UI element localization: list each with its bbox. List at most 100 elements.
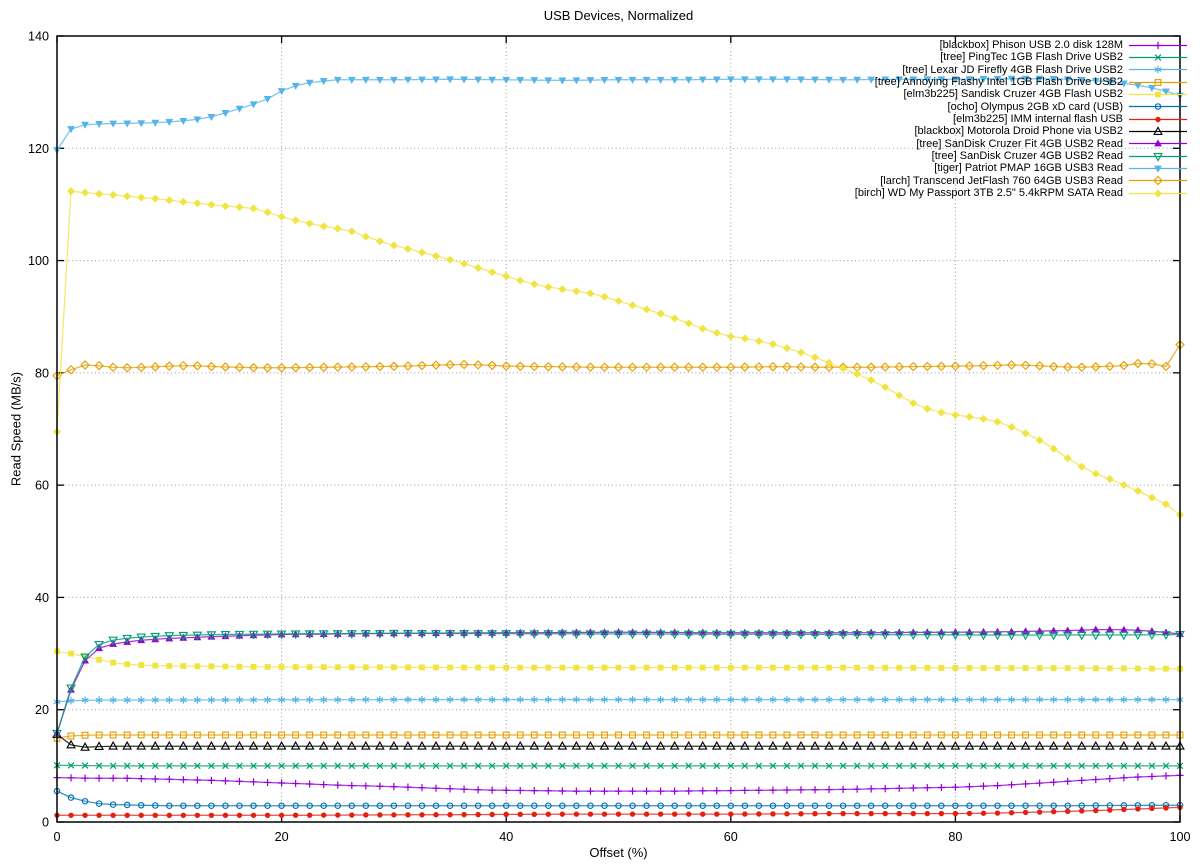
- marker-circle-open: [699, 802, 706, 809]
- marker-asterisk: [727, 695, 735, 704]
- marker-triangle-up-open: [739, 740, 750, 750]
- marker-circle-filled: [278, 812, 285, 818]
- marker-circle-open: [713, 802, 721, 809]
- marker-diamond-filled: [993, 417, 1002, 426]
- marker-diamond-open: [922, 361, 933, 372]
- marker-triangle-up-open: [936, 740, 947, 750]
- marker-triangle-down-filled: [137, 120, 146, 128]
- marker-triangle-up-open: [557, 740, 568, 750]
- marker-circle-filled: [615, 811, 622, 817]
- marker-triangle-down-filled: [207, 113, 216, 121]
- marker-asterisk: [713, 695, 721, 704]
- marker-cross: [306, 762, 313, 770]
- marker-circle-open: [194, 802, 201, 809]
- marker-diamond-open: [178, 360, 189, 371]
- marker-asterisk: [685, 695, 693, 704]
- marker-plus: [320, 780, 328, 789]
- marker-circle-open: [95, 800, 103, 807]
- marker-asterisk: [951, 695, 959, 704]
- marker-triangle-up-open: [220, 740, 231, 750]
- marker-triangle-down-filled: [151, 119, 160, 127]
- marker-circle-open: [601, 802, 608, 809]
- marker-triangle-down-filled: [488, 76, 497, 84]
- marker-cross: [629, 762, 636, 770]
- marker-diamond-filled: [207, 200, 216, 209]
- marker-square-open: [923, 731, 931, 739]
- marker-cross: [180, 762, 187, 770]
- y-tick-label: 40: [35, 591, 49, 605]
- marker-asterisk: [390, 695, 398, 704]
- marker-square-filled: [292, 664, 299, 670]
- marker-asterisk: [614, 695, 623, 704]
- legend-label: [ocho] Olympus 2GB xD card (USB): [947, 100, 1123, 113]
- marker-triangle-up-open: [374, 740, 385, 750]
- marker-triangle-down-filled: [1154, 165, 1162, 173]
- marker-square-filled: [784, 664, 790, 671]
- marker-asterisk: [755, 695, 763, 704]
- marker-triangle-down-open: [697, 630, 708, 640]
- marker-diamond-open: [290, 362, 301, 373]
- marker-asterisk: [825, 695, 833, 704]
- marker-circle-open: [825, 802, 833, 809]
- marker-plus: [348, 781, 356, 790]
- marker-asterisk: [81, 696, 89, 704]
- marker-triangle-down-filled: [305, 79, 314, 87]
- marker-square-open: [615, 731, 622, 739]
- marker-diamond-open: [725, 362, 736, 373]
- legend-label: [tree] Lexar JD Firefly 4GB Flash Drive …: [902, 63, 1123, 76]
- marker-cross: [446, 762, 454, 770]
- marker-plus: [207, 776, 216, 784]
- marker-square-filled: [264, 664, 271, 670]
- marker-plus: [418, 784, 426, 792]
- marker-square-filled: [741, 664, 748, 671]
- marker-circle-filled: [180, 812, 187, 818]
- marker-triangle-down-filled: [628, 76, 637, 84]
- marker-square-filled: [994, 665, 1001, 671]
- marker-cross: [938, 762, 945, 770]
- marker-square-filled: [447, 664, 453, 671]
- marker-circle-filled: [1008, 810, 1015, 816]
- marker-circle-open: [446, 802, 454, 809]
- marker-diamond-open: [1006, 360, 1017, 370]
- marker-square-filled: [1120, 665, 1127, 672]
- marker-asterisk: [895, 695, 903, 704]
- marker-circle-filled: [1121, 806, 1127, 813]
- marker-diamond-filled: [965, 412, 974, 421]
- marker-cross: [966, 762, 973, 770]
- marker-triangle-down-open: [1118, 631, 1129, 641]
- marker-circle-filled: [812, 811, 818, 817]
- marker-circle-open: [952, 802, 959, 809]
- marker-triangle-down-filled: [446, 76, 454, 84]
- marker-triangle-up-open: [753, 740, 764, 750]
- marker-triangle-down-filled: [165, 118, 174, 126]
- marker-diamond-filled: [432, 251, 441, 260]
- marker-square-open: [250, 731, 258, 739]
- marker-square-filled: [405, 664, 411, 671]
- marker-diamond-open: [346, 362, 357, 372]
- marker-cross: [67, 762, 75, 769]
- marker-circle-filled: [82, 812, 88, 818]
- marker-square-filled: [643, 664, 650, 671]
- marker-circle-open: [769, 802, 777, 809]
- marker-circle-filled: [1149, 805, 1155, 812]
- marker-triangle-up-open: [1062, 740, 1073, 750]
- marker-triangle-down-filled: [95, 121, 104, 129]
- marker-triangle-down-open: [711, 630, 722, 640]
- marker-triangle-down-filled: [951, 76, 960, 84]
- marker-asterisk: [1148, 695, 1156, 704]
- marker-triangle-down-open: [557, 630, 568, 640]
- marker-triangle-up-open: [431, 740, 441, 750]
- marker-triangle-down-filled: [193, 116, 202, 124]
- legend-entry: [ocho] Olympus 2GB xD card (USB): [855, 101, 1187, 113]
- marker-diamond-filled: [235, 203, 244, 212]
- y-tick-label: 120: [28, 142, 49, 156]
- marker-plus: [516, 786, 524, 795]
- marker-diamond-open: [978, 360, 989, 371]
- marker-circle-open: [180, 802, 187, 809]
- marker-triangle-up-open: [866, 740, 877, 750]
- marker-diamond-filled: [614, 296, 623, 305]
- marker-plus: [1021, 780, 1030, 788]
- marker-circle-open: [278, 802, 285, 809]
- marker-asterisk: [1120, 695, 1128, 704]
